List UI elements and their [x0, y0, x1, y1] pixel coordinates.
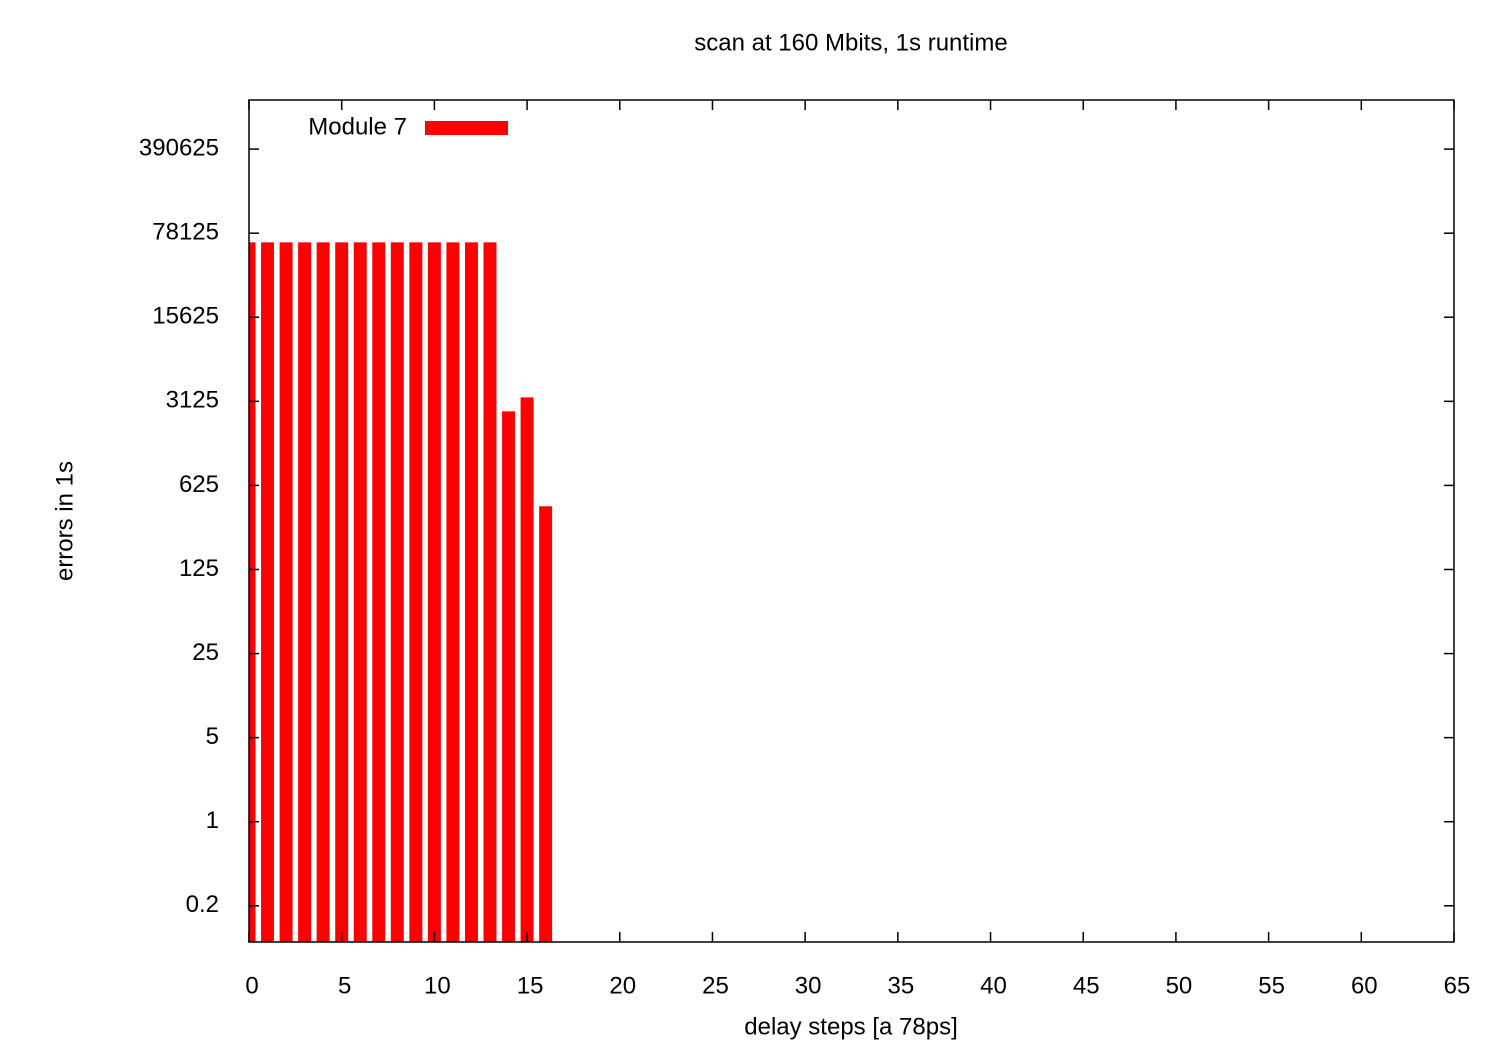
y-tick-label: 0.2 [186, 891, 219, 918]
y-axis-label: errors in 1s [51, 461, 78, 581]
legend-swatch [425, 121, 508, 135]
y-tick-label: 78125 [152, 219, 219, 246]
x-tick-label: 45 [1073, 972, 1100, 999]
bar [372, 242, 386, 942]
x-tick-label: 15 [517, 972, 544, 999]
x-tick-label: 50 [1166, 972, 1193, 999]
bar [335, 242, 349, 942]
x-tick-label: 0 [245, 972, 258, 999]
bar [390, 242, 404, 942]
bar [502, 411, 516, 942]
x-tick-label: 10 [424, 972, 451, 999]
chart-title: scan at 160 Mbits, 1s runtime [694, 29, 1007, 56]
y-tick-label: 1 [206, 807, 219, 834]
y-tick-label: 625 [179, 471, 219, 498]
bar [249, 242, 256, 942]
x-tick-label: 20 [609, 972, 636, 999]
plot-frame [248, 99, 1455, 943]
bar [353, 242, 367, 942]
bar [261, 242, 275, 942]
x-tick-label: 35 [887, 972, 914, 999]
x-tick-label: 65 [1444, 972, 1471, 999]
bar [483, 242, 497, 942]
x-tick-label: 25 [702, 972, 729, 999]
bar [279, 242, 293, 942]
bar [464, 242, 478, 942]
plot-area [249, 242, 553, 942]
bar [427, 242, 441, 942]
x-tick-label: 55 [1258, 972, 1285, 999]
bar [539, 506, 553, 942]
x-tick-label: 40 [980, 972, 1007, 999]
x-tick-label: 60 [1351, 972, 1378, 999]
x-axis-label: delay steps [a 78ps] [744, 1013, 957, 1040]
y-tick-label: 125 [179, 555, 219, 582]
x-tick-label: 30 [795, 972, 822, 999]
y-tick-label: 25 [192, 639, 219, 666]
bar [316, 242, 330, 942]
bar [409, 242, 423, 942]
y-tick-label: 390625 [139, 134, 219, 161]
bar [298, 242, 312, 942]
y-tick-label: 5 [206, 723, 219, 750]
bar [446, 242, 460, 942]
y-tick-label: 15625 [152, 303, 219, 330]
x-tick-label: 5 [338, 972, 351, 999]
bar [520, 397, 534, 942]
y-tick-label: 3125 [166, 387, 219, 414]
legend-label: Module 7 [308, 113, 407, 140]
